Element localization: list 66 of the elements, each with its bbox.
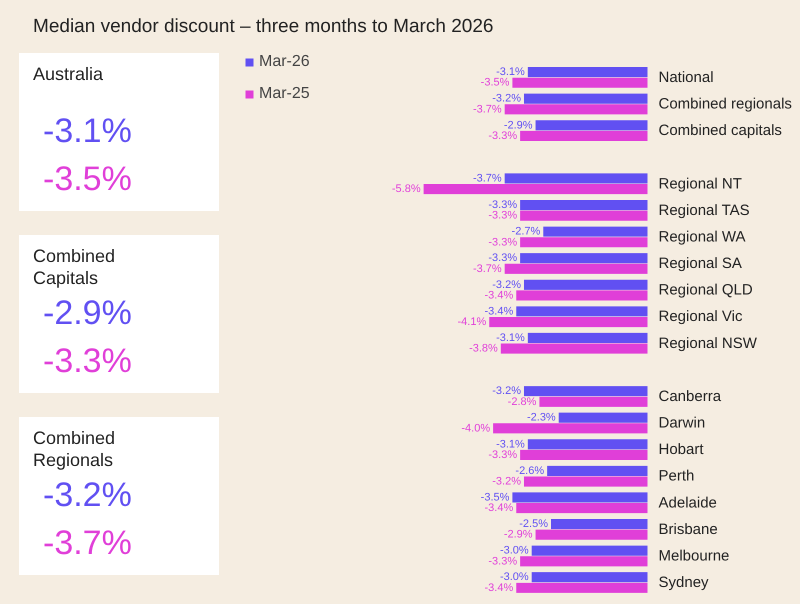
data-label: -3.4% bbox=[484, 502, 514, 514]
text: -3.3% bbox=[42, 341, 133, 382]
data-label: -2.5% bbox=[519, 518, 548, 530]
data-label: -3.2% bbox=[492, 278, 522, 291]
data-label: -2.3% bbox=[526, 412, 556, 424]
data-label: -2.9% bbox=[504, 528, 533, 541]
data-label: -2.7% bbox=[512, 226, 540, 238]
y-tick-label: Regional SA bbox=[658, 255, 742, 272]
data-label: -4.0% bbox=[461, 422, 490, 434]
data-label: -5.8% bbox=[392, 183, 421, 196]
text: -3.2% bbox=[42, 475, 133, 516]
data-label: -3.4% bbox=[484, 582, 514, 594]
data-label: -3.4% bbox=[484, 305, 514, 318]
data-label: -3.3% bbox=[488, 448, 518, 461]
data-label: -3.1% bbox=[496, 66, 526, 78]
data-label: -3.3% bbox=[488, 210, 518, 222]
data-label: -3.2% bbox=[492, 92, 522, 105]
data-label: -3.7% bbox=[472, 103, 502, 116]
data-label: -3.0% bbox=[500, 571, 529, 584]
y-tick-label: National bbox=[658, 68, 714, 86]
data-label: -2.9% bbox=[504, 119, 533, 132]
text: -2.9% bbox=[42, 293, 133, 334]
text: -3.5% bbox=[42, 159, 133, 200]
text: -3.7% bbox=[42, 523, 133, 564]
data-label: -3.8% bbox=[469, 342, 498, 355]
data-label: -3.5% bbox=[480, 491, 510, 504]
legend-label: Mar-25 bbox=[259, 85, 310, 103]
data-label: -3.7% bbox=[472, 172, 502, 184]
data-label: -3.7% bbox=[472, 262, 502, 275]
data-label: -3.3% bbox=[488, 199, 518, 212]
data-label: -3.3% bbox=[488, 236, 518, 248]
data-label: -3.3% bbox=[488, 555, 518, 568]
y-tick-label: Regional NSW bbox=[658, 334, 758, 352]
y-tick-label: Regional QLD bbox=[658, 282, 753, 299]
data-label: -3.1% bbox=[496, 332, 526, 344]
data-label: -3.3% bbox=[488, 252, 518, 264]
y-tick-label: Combined capitals bbox=[658, 122, 782, 140]
y-tick-label: Regional NT bbox=[658, 175, 742, 192]
data-label: -3.1% bbox=[496, 438, 526, 450]
data-label: -2.8% bbox=[508, 396, 537, 408]
text: Combined Capitals bbox=[33, 245, 116, 289]
text: Combined Regionals bbox=[33, 427, 116, 471]
y-tick-label: Darwin bbox=[658, 414, 706, 432]
data-label: -3.4% bbox=[484, 289, 514, 302]
y-tick-label: Melbourne bbox=[658, 547, 730, 564]
text: Australia bbox=[33, 63, 104, 86]
y-tick-label: Perth bbox=[658, 468, 694, 485]
y-tick-label: Combined regionals bbox=[658, 96, 792, 113]
data-label: -2.6% bbox=[515, 464, 544, 477]
y-tick-label: Hobart bbox=[658, 441, 704, 458]
data-label: -3.0% bbox=[500, 544, 529, 557]
text: Median vendor discount – three months to March 2026 bbox=[32, 15, 494, 39]
legend-label: Mar-26 bbox=[259, 53, 310, 71]
y-tick-label: Canberra bbox=[658, 388, 722, 405]
data-label: -3.5% bbox=[480, 76, 510, 89]
data-label: -3.2% bbox=[492, 385, 522, 398]
y-tick-label: Regional Vic bbox=[658, 308, 743, 326]
y-tick-label: Adelaide bbox=[658, 494, 717, 512]
data-label: -3.3% bbox=[488, 130, 518, 142]
y-tick-label: Regional WA bbox=[658, 228, 746, 246]
y-tick-label: Sydney bbox=[658, 574, 710, 592]
data-label: -3.2% bbox=[492, 476, 522, 488]
text: -3.1% bbox=[42, 111, 133, 152]
y-tick-label: Brisbane bbox=[658, 520, 718, 538]
y-tick-label: Regional TAS bbox=[658, 202, 750, 219]
data-label: -4.1% bbox=[458, 316, 486, 328]
